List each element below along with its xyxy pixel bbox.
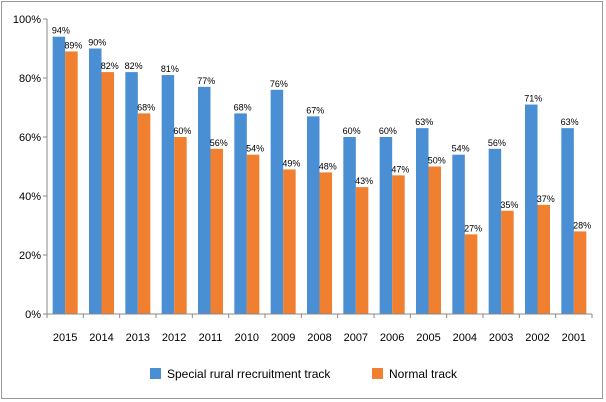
x-tick-label: 2006: [380, 332, 404, 344]
bar-normal-track: [174, 137, 187, 314]
y-tick-label: 60%: [19, 132, 41, 144]
data-label-normal-track: 56%: [210, 138, 228, 148]
y-axis: 0% 20% 40% 60% 80% 100%: [13, 14, 48, 321]
bar-normal-track: [573, 231, 587, 314]
y-tick-label: 100%: [13, 14, 41, 26]
data-label-normal-track: 89%: [64, 40, 82, 50]
data-label-special-rural: 77%: [197, 76, 215, 86]
x-tick-label: 2007: [344, 332, 368, 344]
bar-normal-track: [355, 187, 369, 314]
y-tick-label: 20%: [19, 250, 41, 262]
bar-special-rural: [52, 36, 66, 314]
x-tick-label: 2015: [53, 332, 77, 344]
data-label-normal-track: 28%: [573, 220, 591, 230]
bar-normal-track: [428, 166, 441, 314]
bar-normal-track: [537, 204, 550, 314]
x-tick-label: 2014: [89, 332, 113, 344]
bar-special-rural: [307, 116, 320, 314]
data-label-special-rural: 81%: [161, 64, 179, 74]
data-label-normal-track: 27%: [464, 223, 482, 233]
x-tick-label: 2010: [235, 332, 259, 344]
bar-normal-track: [319, 172, 332, 314]
data-labels: 94% 89% 90% 82% 82% 68% 81% 60% 77% 56% 68% 54% 76% 4…: [52, 26, 591, 234]
bar-special-rural: [234, 113, 247, 315]
data-label-special-rural: 63%: [415, 117, 433, 127]
data-label-special-rural: 63%: [561, 117, 579, 127]
data-label-normal-track: 48%: [319, 161, 337, 171]
bar-special-rural: [198, 86, 211, 314]
data-label-normal-track: 50%: [428, 156, 446, 166]
x-tick-label: 2011: [199, 332, 223, 344]
data-label-special-rural: 82%: [125, 61, 143, 71]
legend-label-normal-track: Normal track: [389, 367, 458, 381]
data-label-normal-track: 49%: [282, 158, 300, 168]
bar-special-rural: [525, 104, 538, 314]
bar-normal-track: [392, 175, 405, 314]
legend-label-special-rural: Special rural rrecruitment track: [167, 367, 331, 381]
bar-normal-track: [210, 148, 223, 314]
bar-special-rural: [89, 48, 102, 314]
data-label-special-rural: 60%: [343, 126, 361, 136]
data-label-special-rural: 68%: [234, 102, 252, 112]
bar-normal-track: [65, 51, 78, 314]
y-tick-label: 40%: [19, 191, 41, 203]
bar-special-rural: [343, 137, 356, 314]
data-label-special-rural: 94%: [52, 26, 70, 36]
bar-special-rural: [416, 128, 429, 314]
x-axis: 2015 2014 2013 2012 2011 2010 2009 2008 2007 2006…: [46, 313, 593, 344]
x-tick-label: 2012: [162, 332, 186, 344]
x-tick-label: 2005: [416, 332, 440, 344]
data-label-normal-track: 43%: [355, 176, 373, 186]
bar-normal-track: [464, 234, 478, 314]
x-tick-label: 2004: [453, 332, 477, 344]
data-label-normal-track: 82%: [101, 61, 119, 71]
legend-swatch-normal-track: [372, 368, 383, 379]
bar-normal-track: [283, 169, 296, 314]
bar-normal-track: [501, 210, 514, 314]
y-tick-label: 80%: [19, 73, 41, 85]
bar-normal-track: [246, 154, 260, 314]
bar-special-rural: [488, 148, 502, 314]
y-tick-label: 0%: [25, 309, 41, 321]
data-label-normal-track: 47%: [391, 164, 409, 174]
data-label-normal-track: 68%: [137, 102, 155, 112]
data-label-special-rural: 54%: [452, 144, 470, 154]
data-label-special-rural: 56%: [488, 138, 506, 148]
x-tick-label: 2002: [525, 332, 549, 344]
bar-normal-track: [101, 72, 114, 314]
bars: [52, 36, 587, 315]
x-tick-label: 2013: [126, 332, 150, 344]
bar-special-rural: [561, 128, 574, 314]
data-label-special-rural: 90%: [88, 38, 106, 48]
x-tick-label: 2009: [271, 332, 295, 344]
x-tick-label: 2008: [307, 332, 331, 344]
bar-special-rural: [379, 137, 393, 314]
bar-special-rural: [452, 154, 465, 314]
bar-special-rural: [125, 72, 138, 314]
x-tick-label: 2003: [489, 332, 513, 344]
data-label-special-rural: 76%: [270, 79, 288, 89]
bar-normal-track: [137, 113, 151, 315]
data-label-normal-track: 60%: [173, 126, 191, 136]
data-label-normal-track: 35%: [500, 200, 518, 210]
bar-special-rural: [270, 89, 284, 314]
data-label-normal-track: 37%: [537, 194, 555, 204]
bar-special-rural: [161, 75, 175, 314]
legend: Special rural rrecruitment track Normal t…: [150, 367, 458, 381]
data-label-normal-track: 54%: [246, 144, 264, 154]
data-label-special-rural: 71%: [524, 94, 542, 104]
x-tick-label: 2001: [562, 332, 586, 344]
data-label-special-rural: 67%: [306, 105, 324, 115]
data-label-special-rural: 60%: [379, 126, 397, 136]
legend-swatch-special-rural: [150, 368, 161, 379]
